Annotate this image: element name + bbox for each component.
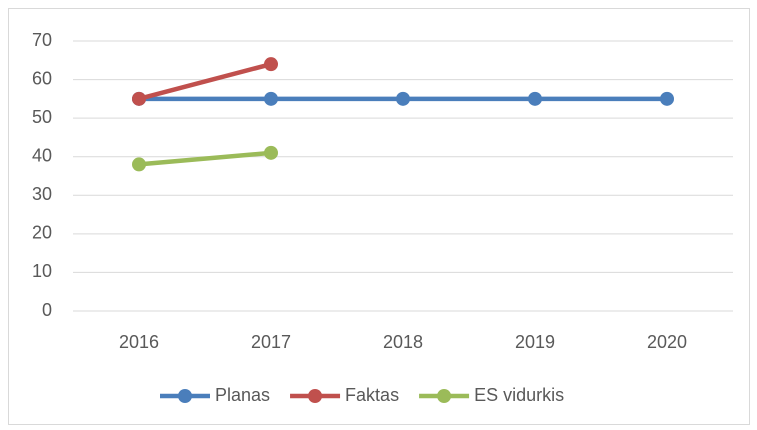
marker — [528, 91, 542, 106]
legend-label: ES vidurkis — [474, 385, 564, 405]
marker — [132, 91, 146, 106]
marker — [660, 91, 674, 106]
y-tick-label: 40 — [32, 145, 52, 165]
series-line — [138, 61, 272, 102]
legend-marker — [308, 389, 323, 403]
y-tick-label: 30 — [32, 184, 52, 204]
marker — [132, 157, 146, 172]
y-tick-label: 60 — [32, 68, 52, 88]
marker — [264, 91, 278, 106]
x-tick-label: 2017 — [251, 332, 291, 352]
y-tick-label: 10 — [32, 261, 52, 281]
chart-border — [8, 8, 750, 425]
legend-label: Planas — [215, 385, 270, 405]
y-tick-label: 20 — [32, 223, 52, 243]
y-tick-label: 0 — [42, 300, 52, 320]
x-tick-label: 2018 — [383, 332, 423, 352]
legend-label: Faktas — [345, 385, 399, 405]
x-tick-label: 2020 — [647, 332, 687, 352]
y-tick-label: 50 — [32, 107, 52, 127]
marker — [264, 57, 278, 72]
x-tick-label: 2019 — [515, 332, 555, 352]
x-tick-label: 2016 — [119, 332, 159, 352]
legend-marker — [437, 389, 452, 403]
marker — [396, 91, 410, 106]
y-tick-label: 70 — [32, 30, 52, 50]
legend-marker — [178, 389, 192, 403]
series-line — [138, 150, 272, 167]
marker — [264, 145, 278, 160]
